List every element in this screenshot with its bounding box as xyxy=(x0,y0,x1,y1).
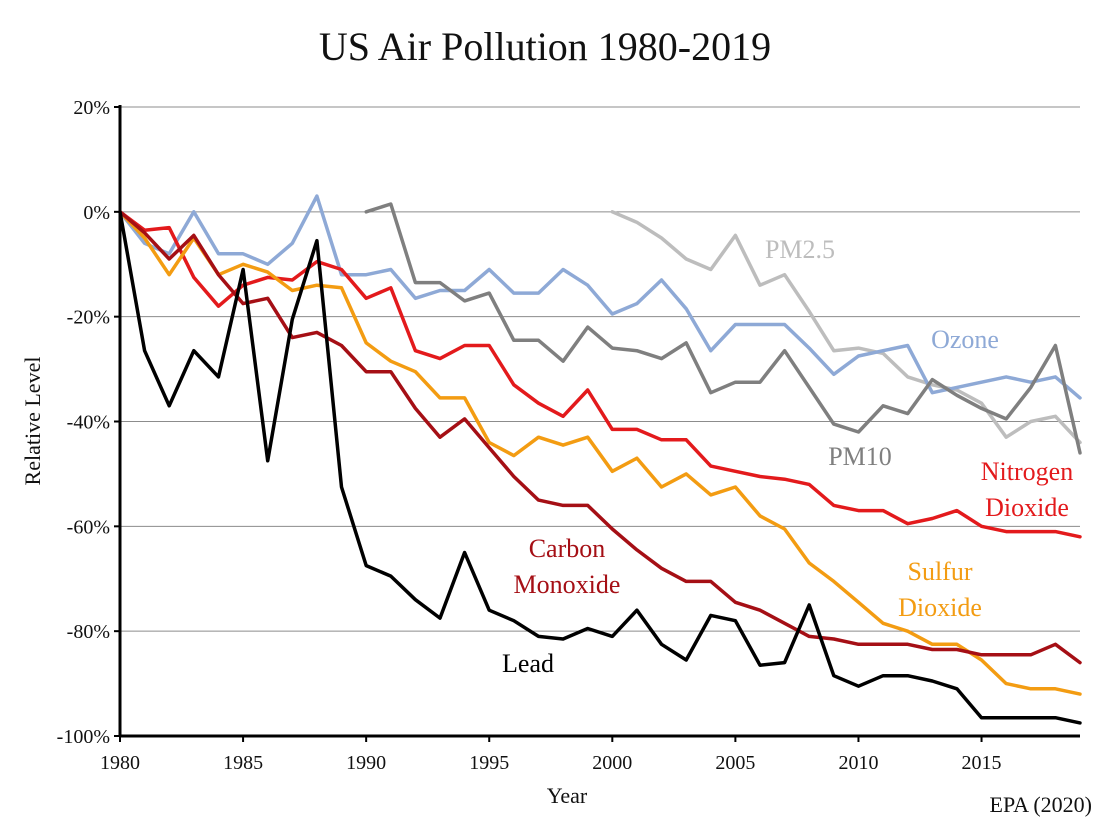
y-tick-label: -40% xyxy=(67,412,110,434)
x-tick-label: 2015 xyxy=(962,752,1002,774)
axes xyxy=(114,105,1080,742)
series-line-pm25 xyxy=(610,210,1082,445)
series-lines xyxy=(118,194,1082,725)
series-line-ozone xyxy=(118,194,1082,400)
x-tick-label: 2005 xyxy=(715,752,755,774)
x-tick-label: 1990 xyxy=(346,752,386,774)
tick-labels: 20% 0% -20% -40% -60% -80% -100% 1980 1985 1990 19… xyxy=(57,97,1002,774)
y-axis-label: Relative Level xyxy=(20,357,45,486)
y-tick-label: 20% xyxy=(73,97,110,119)
source-note: EPA (2020) xyxy=(990,792,1092,817)
x-axis-label: Year xyxy=(547,783,588,808)
series-label-ozone: Ozone xyxy=(931,325,999,354)
series-line-lead xyxy=(118,210,1082,725)
x-tick-label: 2010 xyxy=(838,752,878,774)
y-tick-label: -20% xyxy=(67,307,110,329)
x-tick-label: 1980 xyxy=(100,752,140,774)
series-line-pm10 xyxy=(364,202,1082,455)
x-tick-label: 1995 xyxy=(469,752,509,774)
y-tick-label: -60% xyxy=(67,516,110,538)
x-tick-label: 1985 xyxy=(223,752,263,774)
y-tick-label: 0% xyxy=(83,202,110,224)
series-line-sulfur-dioxide xyxy=(118,210,1082,696)
series-label-carbon-monoxide: Carbon Monoxide xyxy=(514,534,621,599)
series-label-sulfur-dioxide: Sulfur Dioxide xyxy=(898,557,982,622)
series-label-lead: Lead xyxy=(502,649,554,678)
y-tick-label: -100% xyxy=(57,726,110,748)
series-line-carbon-monoxide xyxy=(118,210,1082,665)
chart-title: US Air Pollution 1980-2019 xyxy=(319,24,771,69)
series-label-pm10: PM10 xyxy=(828,442,892,471)
series-label-pm25: PM2.5 xyxy=(765,235,835,264)
x-tick-label: 2000 xyxy=(592,752,632,774)
series-labels: PM2.5 Ozone PM10 Nitrogen Dioxide Sulfur Dioxi… xyxy=(502,235,1073,678)
series-label-nitrogen-dioxide: Nitrogen Dioxide xyxy=(981,457,1073,522)
y-tick-label: -80% xyxy=(67,621,110,643)
series-line-nitrogen-dioxide xyxy=(118,210,1082,539)
